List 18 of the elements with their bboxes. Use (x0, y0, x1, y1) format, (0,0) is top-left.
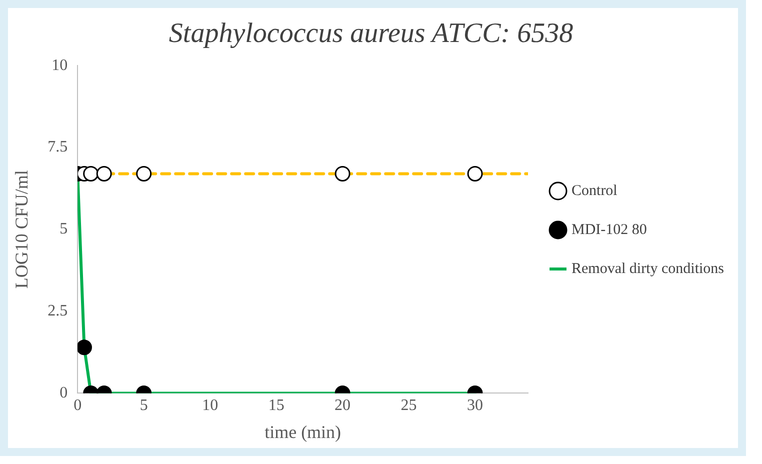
legend-label: Control (572, 182, 618, 199)
chart-title: Staphylococcus aureus ATCC: 6538 (168, 18, 574, 50)
x-axis-title: time (min) (264, 422, 342, 442)
y-tick-label: 10 (52, 56, 68, 74)
legend-label: Removal dirty conditions (572, 260, 724, 277)
x-tick-label: 0 (74, 397, 82, 414)
x-tick-label: 30 (467, 397, 484, 414)
legend-label: MDI-102 80 (572, 222, 647, 238)
x-tick-label: 15 (268, 397, 284, 414)
y-tick-label: 5 (60, 220, 68, 238)
x-tick-label: 10 (202, 397, 218, 414)
x-tick-label: 5 (140, 397, 148, 414)
y-tick-label: 2.5 (48, 302, 68, 320)
y-tick-label: 7.5 (48, 138, 68, 156)
y-tick-label: 0 (60, 384, 68, 402)
y-axis-title: LOG10 CFU/ml (12, 170, 32, 289)
x-tick-label: 20 (334, 397, 351, 414)
x-tick-label: 25 (400, 397, 417, 414)
